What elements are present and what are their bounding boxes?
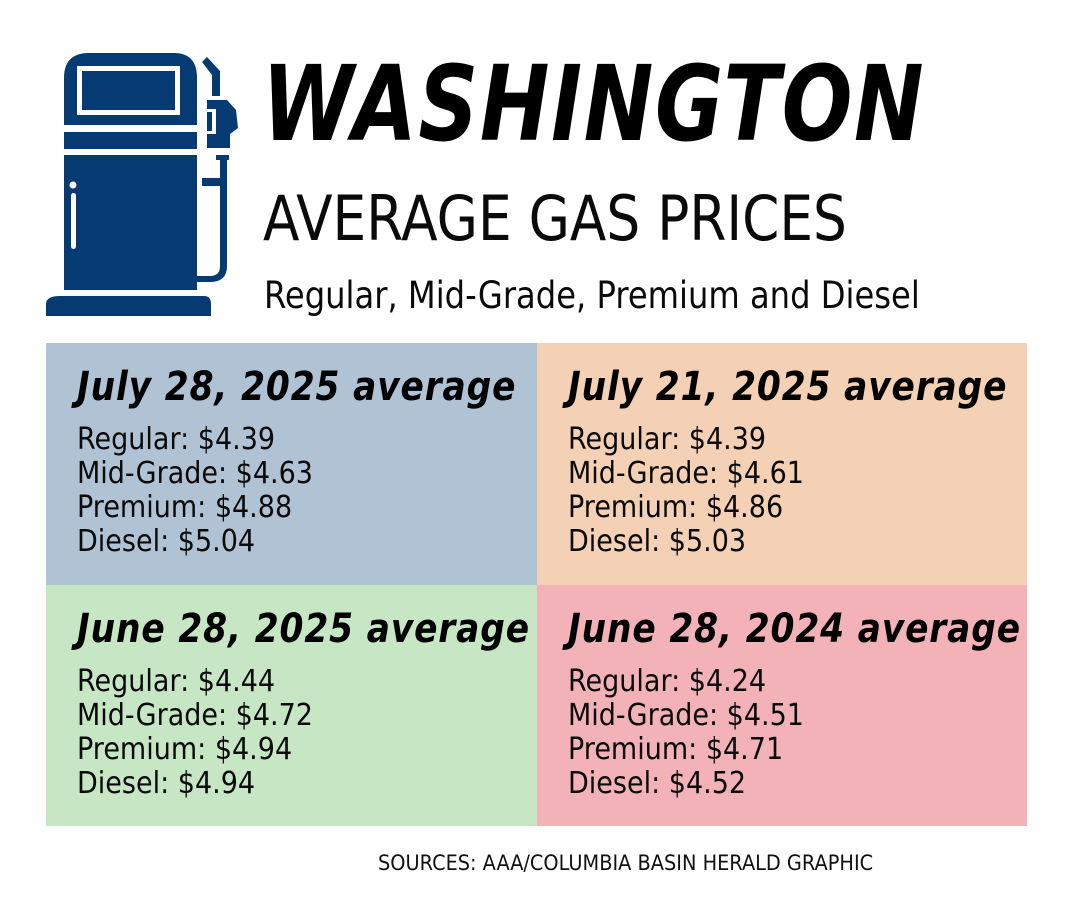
price-mid-grade: Mid-Grade: $4.61 — [568, 456, 804, 491]
card-title: July 21, 2025 average — [568, 364, 1008, 410]
price-list: Regular: $4.39 Mid-Grade: $4.63 Premium:… — [77, 423, 537, 559]
price-mid-grade: Mid-Grade: $4.72 — [77, 698, 313, 733]
price-premium: Premium: $4.88 — [77, 490, 293, 525]
price-card-july-21-2025: July 21, 2025 average Regular: $4.39 Mid… — [537, 343, 1027, 585]
price-regular: Regular: $4.44 — [77, 664, 276, 699]
headline: WASHINGTON — [262, 43, 926, 165]
price-premium: Premium: $4.94 — [77, 732, 293, 767]
price-regular: Regular: $4.39 — [568, 422, 767, 457]
source-credit: SOURCES: AAA/COLUMBIA BASIN HERALD GRAPH… — [378, 851, 874, 875]
price-regular: Regular: $4.39 — [77, 422, 276, 457]
card-title: July 28, 2025 average — [77, 364, 517, 410]
price-diesel: Diesel: $4.94 — [77, 766, 256, 801]
price-regular: Regular: $4.24 — [568, 664, 767, 699]
subheadline: AVERAGE GAS PRICES — [263, 182, 847, 255]
price-premium: Premium: $4.71 — [568, 732, 784, 767]
price-card-june-28-2024: June 28, 2024 average Regular: $4.24 Mid… — [537, 585, 1027, 826]
price-mid-grade: Mid-Grade: $4.51 — [568, 698, 804, 733]
price-card-july-28-2025: July 28, 2025 average Regular: $4.39 Mid… — [46, 343, 537, 585]
price-mid-grade: Mid-Grade: $4.63 — [77, 456, 313, 491]
price-list: Regular: $4.39 Mid-Grade: $4.61 Premium:… — [568, 423, 1027, 559]
description: Regular, Mid-Grade, Premium and Diesel — [264, 274, 920, 317]
price-premium: Premium: $4.86 — [568, 490, 784, 525]
price-diesel: Diesel: $5.03 — [568, 524, 747, 559]
card-title: June 28, 2025 average — [77, 606, 530, 652]
gas-pump-icon — [46, 53, 238, 316]
price-grid: July 28, 2025 average Regular: $4.39 Mid… — [46, 343, 1027, 826]
price-list: Regular: $4.44 Mid-Grade: $4.72 Premium:… — [77, 665, 537, 801]
card-title: June 28, 2024 average — [568, 606, 1021, 652]
price-diesel: Diesel: $4.52 — [568, 766, 747, 801]
price-diesel: Diesel: $5.04 — [77, 524, 256, 559]
price-list: Regular: $4.24 Mid-Grade: $4.51 Premium:… — [568, 665, 1027, 801]
price-card-june-28-2025: June 28, 2025 average Regular: $4.44 Mid… — [46, 585, 537, 826]
